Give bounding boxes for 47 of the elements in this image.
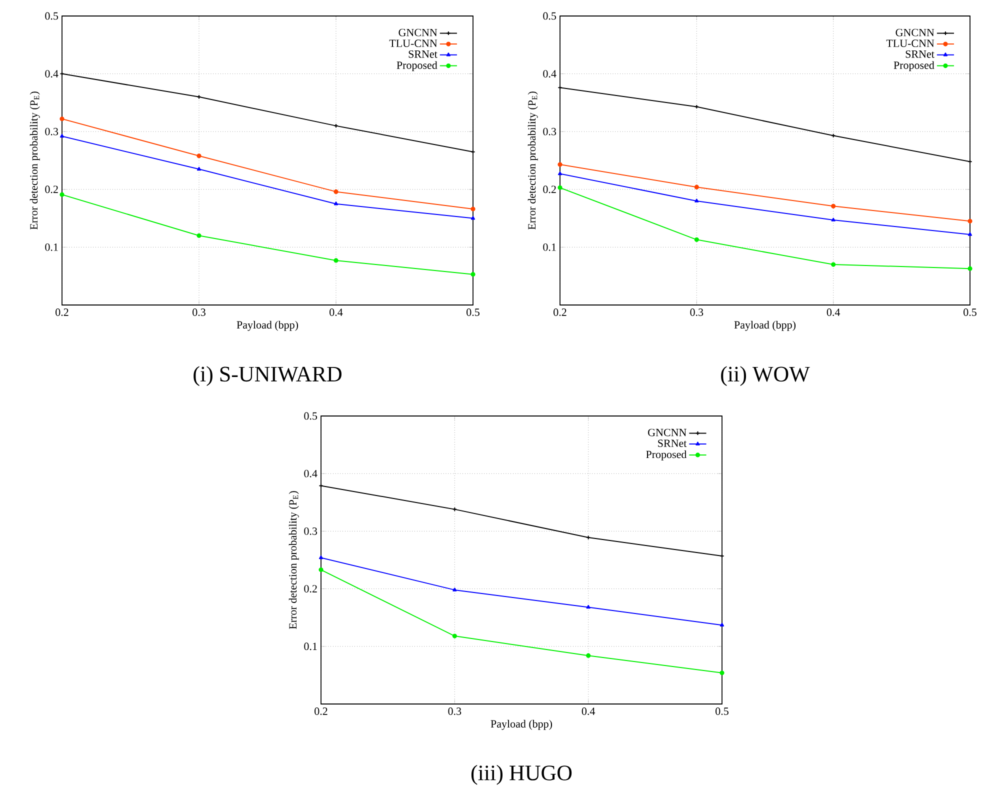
y-tick-label: 0.3 [304, 527, 318, 535]
y-tick-label: 0.5 [543, 12, 556, 20]
legend-label: Proposed [894, 61, 934, 72]
legend-label: Proposed [396, 61, 438, 72]
text: (i) S-UNIWARD [194, 366, 342, 386]
y-tick-label: 0.2 [304, 585, 317, 593]
x-tick-label: 0.5 [466, 308, 480, 316]
legend-label: SRNet [408, 50, 438, 58]
y-tick-label: 0.5 [304, 412, 318, 420]
x-tick-label: 0.3 [192, 308, 206, 316]
x-tick-label: 0.5 [964, 308, 976, 316]
x-axis-title: Payload (bpp) [490, 720, 552, 730]
legend-label: TLU-CNN [389, 40, 438, 48]
y-tick-label: 0.3 [543, 128, 556, 136]
x-tick-label: 0.4 [826, 308, 840, 316]
y-tick-label: 0.4 [45, 70, 58, 78]
y-tick-label: 0.1 [304, 642, 317, 650]
legend-label: SRNet [658, 440, 687, 448]
legend-label: SRNet [906, 50, 934, 58]
legend-label: Proposed [646, 450, 687, 460]
legend-label: GNCNN [398, 28, 438, 36]
x-tick-label: 0.5 [716, 708, 728, 715]
y-tick-label: 0.1 [543, 243, 556, 251]
x-tick-label: 0.2 [554, 308, 566, 316]
legend-label: TLU-CNN [886, 40, 934, 48]
y-tick-label: 0.3 [45, 128, 58, 136]
y-tick-label: 0.5 [45, 12, 58, 20]
legend-label: GNCNN [648, 428, 686, 436]
x-tick-label: 0.3 [448, 708, 462, 715]
y-axis-title: Error detection probability (P$_{E}$) [528, 92, 538, 230]
legend-label: GNCNN [896, 28, 934, 36]
x-axis-title: Payload (bpp) [236, 320, 298, 331]
x-tick-label: 0.4 [330, 308, 343, 316]
x-tick-label: 0.2 [56, 308, 68, 316]
x-tick-label: 0.4 [582, 708, 596, 715]
x-tick-label: 0.2 [314, 708, 328, 715]
y-tick-label: 0.1 [45, 243, 58, 251]
y-tick-label: 0.4 [304, 470, 318, 478]
text: (iii) HUGO [471, 764, 572, 785]
text: (ii) WOW [721, 366, 810, 386]
y-axis-title: Error detection probability (P$_{E}$) [288, 491, 299, 630]
y-tick-label: 0.2 [45, 186, 58, 194]
y-tick-label: 0.2 [543, 186, 556, 194]
y-tick-label: 0.4 [543, 70, 556, 78]
x-tick-label: 0.3 [690, 308, 704, 316]
x-axis-title: Payload (bpp) [734, 320, 796, 331]
y-axis-title: Error detection probability (P$_{E}$) [30, 92, 40, 230]
